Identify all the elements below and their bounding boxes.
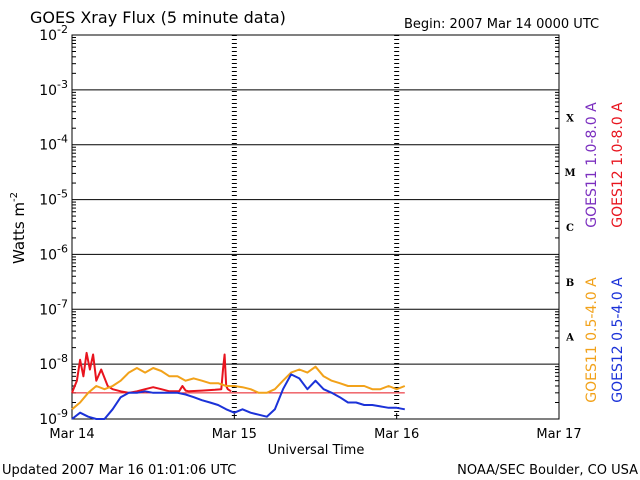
y-tick-exponent: -5 [57,188,68,201]
y-tick-base: 10 [39,138,57,154]
y-tick-base: 10 [39,28,57,44]
y-tick-base: 10 [39,247,57,263]
y-tick-label: 10-4 [39,133,68,154]
y-tick-base: 10 [39,357,57,373]
flare-class-labels: A B C M X [564,113,575,343]
grid [72,35,559,419]
series-line [71,365,406,411]
begin-label: Begin: 2007 Mar 14 0000 UTC [404,17,599,32]
y-tick-exponent: -8 [57,352,68,365]
y-tick-exponent: -6 [57,242,68,255]
y-axis-ticks: 10-910-810-710-610-510-410-310-2 [39,23,559,428]
credit-label: NOAA/SEC Boulder, CO USA [457,463,638,478]
y-tick-exponent: -3 [57,78,68,91]
y-tick-label: 10-3 [39,78,68,99]
x-tick-label: Mar 16 [374,427,419,442]
chart-title: GOES Xray Flux (5 minute data) [30,8,286,27]
y-tick-base: 10 [39,302,57,318]
y-tick-base: 10 [39,193,57,209]
x-tick-label: Mar 14 [49,427,94,442]
y-tick-label: 10-2 [39,23,68,44]
flare-class-label: A [565,333,574,344]
series-line [71,373,405,420]
y-axis-label-exponent: -2 [9,192,20,202]
y-tick-label: 10-8 [39,352,68,373]
series-lines [71,351,406,420]
y-tick-exponent: -4 [57,133,68,146]
y-tick-base: 10 [39,83,57,99]
x-axis-label: Universal Time [268,443,365,458]
flare-class-label: X [566,113,574,124]
y-tick-exponent: -9 [57,407,68,420]
x-tick-label: Mar 15 [212,427,257,442]
y-tick-label: 10-5 [39,188,68,209]
flare-class-label: C [566,223,574,234]
x-axis-ticks: Mar 14 Mar 15 Mar 16 Mar 17 [49,413,582,442]
legend-entry: GOES11 1.0-8.0 A [584,102,600,228]
flare-class-label: B [566,278,574,289]
updated-label: Updated 2007 Mar 16 01:01:06 UTC [2,463,236,478]
x-tick-label: Mar 17 [536,427,581,442]
y-tick-exponent: -7 [57,297,68,310]
legend: GOES11 1.0-8.0 A GOES12 1.0-8.0 A GOES11 0… [584,102,626,403]
flare-class-label: M [564,168,575,179]
y-axis-label: Watts m-2 [9,192,28,264]
legend-entry: GOES12 1.0-8.0 A [610,102,626,228]
y-tick-label: 10-9 [39,407,68,428]
y-tick-exponent: -2 [57,23,68,36]
legend-entry: GOES11 0.5-4.0 A [584,277,600,403]
y-axis-label-text: Watts m [10,202,28,264]
plot-frame [71,34,560,420]
y-tick-label: 10-6 [39,242,68,263]
y-tick-base: 10 [39,412,57,428]
legend-entry: GOES12 0.5-4.0 A [610,277,626,403]
y-tick-label: 10-7 [39,297,68,318]
series-line [71,351,232,394]
